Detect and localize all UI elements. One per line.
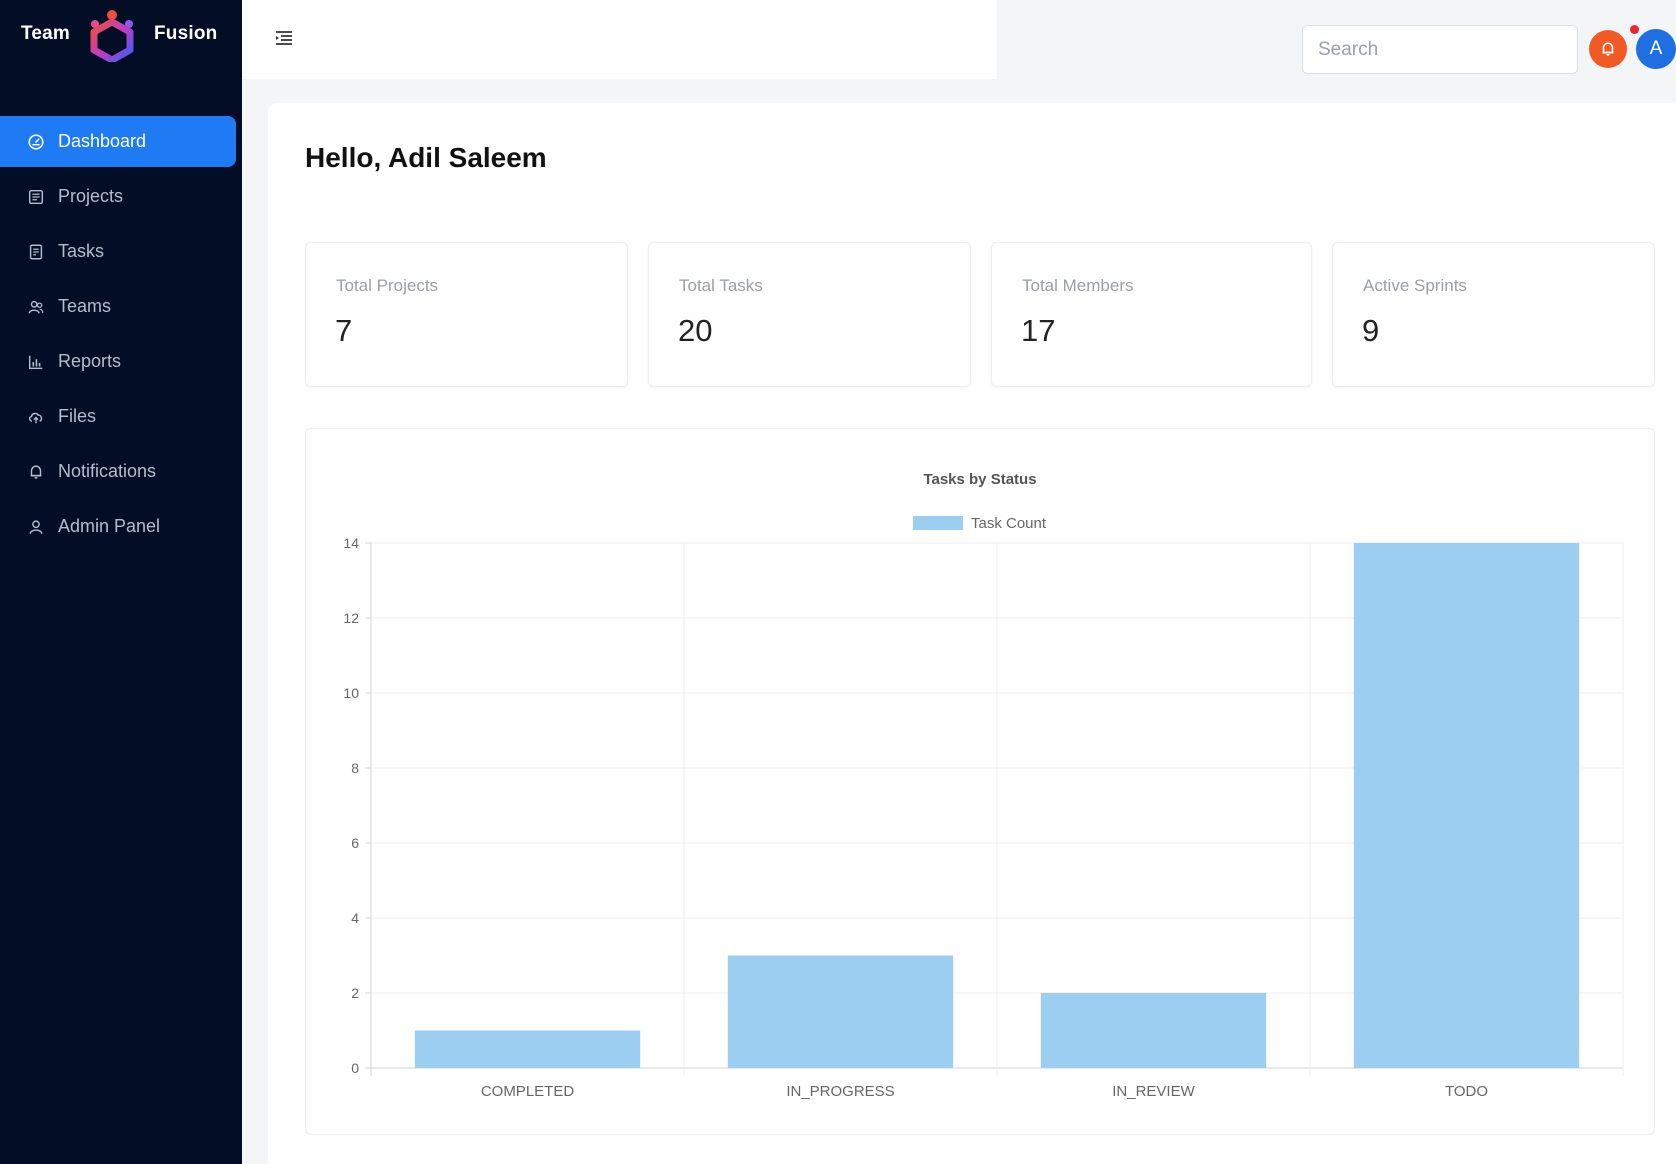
sidebar-item-label: Projects: [58, 186, 124, 206]
bar-todo[interactable]: [1353, 543, 1580, 1068]
stat-label: Total Tasks: [679, 276, 763, 295]
sidebar-item-label: Files: [58, 406, 97, 426]
stat-value: 9: [1362, 313, 1380, 348]
stat-card-total-tasks: Total Tasks 20: [648, 242, 971, 387]
x-tick-label: IN_REVIEW: [1112, 1083, 1195, 1100]
sidebar-item-label: Notifications: [58, 461, 157, 481]
y-tick-label: 8: [351, 760, 359, 776]
sidebar-item-admin-panel[interactable]: Admin Panel: [0, 501, 242, 552]
x-tick-label: IN_PROGRESS: [786, 1083, 894, 1100]
bar-in-review[interactable]: [1040, 993, 1267, 1068]
page-title: Hello, Adil Saleem: [305, 142, 547, 173]
bell-icon: [26, 462, 46, 482]
sidebar-item-notifications[interactable]: Notifications: [0, 446, 242, 497]
tasks-by-status-chart: Tasks by Status Task Count 0 2 4 6 8 10 12 14 C…: [343, 471, 1624, 1100]
reports-icon: [26, 352, 46, 372]
y-tick-label: 6: [351, 835, 359, 851]
avatar[interactable]: A: [1636, 29, 1676, 69]
sidebar-item-label: Teams: [58, 296, 112, 316]
bars: [414, 543, 1580, 1069]
y-tick-label: 12: [343, 610, 359, 626]
sidebar-item-label: Reports: [58, 351, 122, 371]
legend-label: Task Count: [971, 515, 1047, 532]
stat-card-total-members: Total Members 17: [991, 242, 1312, 387]
notifications-button[interactable]: [1589, 30, 1627, 68]
legend-swatch: [913, 516, 963, 530]
y-tick-label: 4: [351, 910, 359, 926]
bar-completed[interactable]: [414, 1030, 641, 1069]
tasks-icon: [26, 242, 46, 262]
sidebar-item-projects[interactable]: Projects: [0, 171, 242, 222]
stat-card-total-projects: Total Projects 7: [305, 242, 628, 387]
bell-icon: [1602, 42, 1614, 56]
sidebar: Team Fusion Dashboard: [0, 0, 242, 1164]
team-fusion-logo-icon: [90, 10, 134, 62]
brand-name-left: Team: [21, 23, 71, 44]
stat-label: Active Sprints: [1363, 276, 1467, 295]
stat-label: Total Members: [1022, 276, 1134, 295]
search-input[interactable]: [1302, 25, 1578, 74]
dashboard-icon: [26, 132, 46, 152]
sidebar-item-label: Admin Panel: [58, 516, 161, 536]
stat-card-active-sprints: Active Sprints 9: [1332, 242, 1655, 387]
brand: Team Fusion: [0, 0, 242, 70]
y-tick-label: 10: [343, 685, 359, 701]
sidebar-item-teams[interactable]: Teams: [0, 281, 242, 332]
stat-value: 20: [678, 313, 713, 348]
x-tick-label: TODO: [1445, 1083, 1488, 1100]
x-axis: COMPLETED IN_PROGRESS IN_REVIEW TODO: [481, 1083, 1488, 1100]
sidebar-item-tasks[interactable]: Tasks: [0, 226, 242, 277]
sidebar-item-files[interactable]: Files: [0, 391, 242, 442]
x-tick-label: COMPLETED: [481, 1083, 575, 1100]
user-icon: [26, 517, 46, 537]
stat-value: 17: [1021, 313, 1056, 348]
chart-title: Tasks by Status: [923, 471, 1036, 488]
files-icon: [26, 407, 46, 427]
y-tick-label: 2: [351, 985, 359, 1001]
y-axis: 0 2 4 6 8 10 12 14: [343, 535, 359, 1076]
sidebar-nav: Dashboard Projects Tasks Teams Reports: [0, 116, 242, 556]
brand-name-right: Fusion: [154, 23, 218, 44]
stat-label: Total Projects: [336, 276, 439, 295]
stat-value: 7: [335, 313, 353, 348]
notification-dot: [1630, 25, 1639, 34]
sidebar-item-dashboard[interactable]: Dashboard: [0, 116, 236, 167]
y-tick-label: 14: [343, 535, 359, 551]
teams-icon: [26, 297, 46, 317]
projects-icon: [26, 187, 46, 207]
menu-toggle-icon[interactable]: [273, 27, 295, 49]
sidebar-item-label: Dashboard: [58, 131, 147, 151]
topbar: [242, 0, 997, 79]
sidebar-item-reports[interactable]: Reports: [0, 336, 242, 387]
y-tick-label: 0: [351, 1060, 359, 1076]
bar-in-progress[interactable]: [727, 955, 954, 1069]
sidebar-item-label: Tasks: [58, 241, 105, 261]
